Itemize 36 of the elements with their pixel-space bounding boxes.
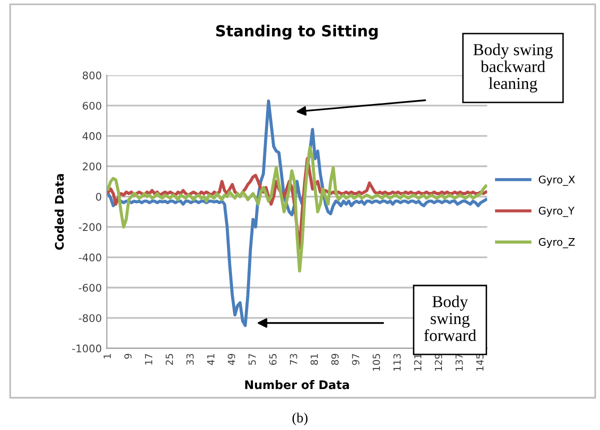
- x-tick-label: 89: [331, 354, 339, 365]
- x-tick-label: 65: [269, 354, 277, 365]
- y-tick-label: 800: [82, 71, 102, 80]
- y-tick-label: 0: [96, 192, 102, 201]
- annotation: Body swing forward: [424, 296, 476, 342]
- text: (b): [292, 412, 308, 426]
- x-tick-label: 121: [414, 354, 422, 371]
- x-tick-label: 73: [290, 354, 298, 365]
- chart-title: Standing to Sitting: [216, 24, 378, 40]
- y-tick-label: -800: [78, 314, 102, 322]
- x-tick-label: 81: [310, 354, 318, 365]
- y-tick-label: -600: [78, 284, 102, 292]
- x-tick-label: 113: [393, 354, 401, 371]
- y-tick-label: 400: [82, 132, 102, 140]
- line-series: [106, 146, 488, 272]
- y-tick-label: 200: [82, 162, 102, 170]
- y-tick-label: 600: [82, 102, 102, 110]
- y-tick-label: -200: [78, 223, 102, 232]
- x-tick-label: 25: [166, 354, 174, 365]
- y-tick-label: -400: [78, 254, 102, 262]
- x-tick-label: 57: [248, 354, 256, 365]
- x-tick-label: 33: [186, 354, 194, 365]
- legend-label: Gyro_Z: [538, 238, 575, 248]
- x-tick-label: 1: [104, 354, 111, 358]
- x-axis-title: Number of Data: [245, 380, 349, 390]
- x-tick-label: 97: [352, 354, 360, 365]
- legend-label: Gyro_Y: [538, 206, 574, 217]
- x-tick-label: 9: [124, 354, 132, 359]
- annotation: Body swing backward leaning: [473, 44, 553, 92]
- x-tick-label: 17: [145, 354, 152, 364]
- y-tick-label: -1000: [72, 344, 102, 352]
- y-axis-title: Coded Data: [54, 174, 64, 250]
- x-tick-label: 105: [372, 354, 380, 371]
- x-tick-label: 49: [228, 354, 236, 366]
- x-tick-label: 41: [207, 354, 214, 366]
- legend-label: Gyro_X: [538, 176, 575, 186]
